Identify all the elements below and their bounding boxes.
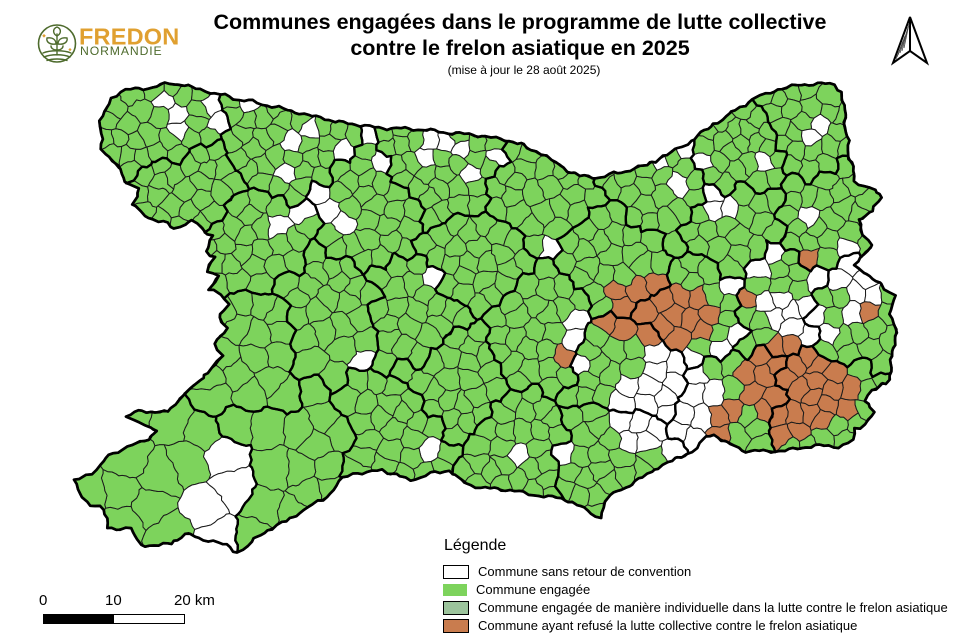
svg-text:FREDON: FREDON [79, 24, 179, 50]
svg-text:NORMANDIE: NORMANDIE [80, 44, 163, 58]
